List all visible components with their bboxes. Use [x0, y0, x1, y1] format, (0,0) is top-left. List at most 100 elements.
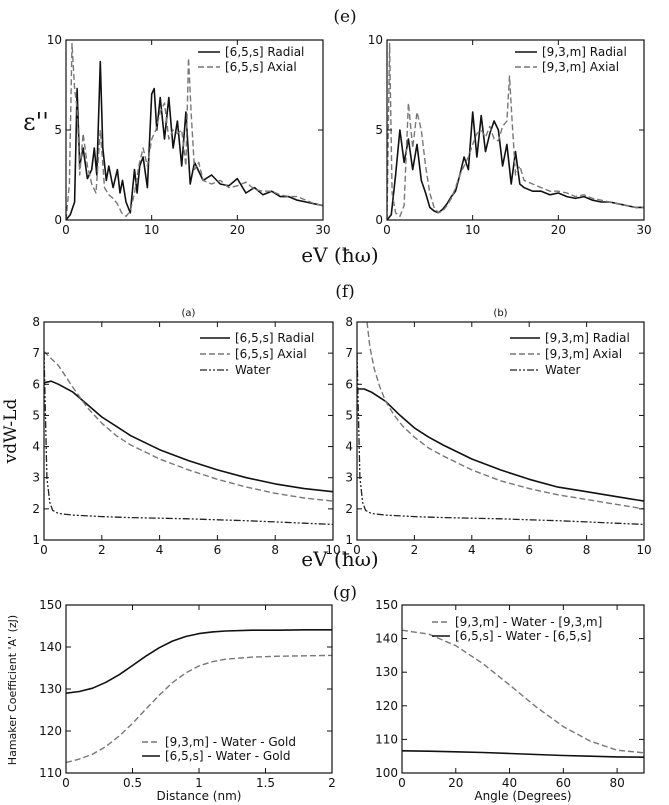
y-tick-label-f-right: 7 — [345, 346, 353, 360]
legend-label-e-left-0: [6,5,s] Radial — [225, 45, 304, 59]
legend-f-left: [6,5,s] Radial [6,5,s] Axial Water — [200, 331, 314, 377]
x-tick-label-g-left: 1 — [195, 776, 203, 790]
panel-label-f: (f) — [335, 282, 355, 302]
y-tick-label-f-right: 2 — [345, 502, 353, 516]
y-tick-label-f-right: 8 — [345, 315, 353, 329]
y-tick-label-e-left: 5 — [54, 123, 62, 137]
row-f-xlabel: eV (ħω) — [301, 547, 378, 571]
series-line-f-right-1 — [366, 322, 644, 510]
x-tick-label-g-left: 2 — [328, 776, 336, 790]
legend-label-e-right-0: [9,3,m] Radial — [542, 45, 627, 59]
x-tick-label-f-left: 10 — [325, 543, 340, 557]
y-tick-label-f-left: 8 — [32, 315, 40, 329]
chart-e-right: 0 10 20 30 0 5 10 [9,3,m] Radial[9,3,m] Axial — [368, 33, 652, 237]
axes-frame-f-right — [356, 321, 645, 541]
x-tick-label-g-right: 0 — [398, 776, 406, 790]
x-tick-label-e-left: 20 — [230, 223, 245, 237]
chart-g-left: 0 0.5 1 1.5 2 110 120 130 140 150 Hamaker Coeffici… — [6, 598, 336, 803]
series-line-f-right-2 — [357, 353, 644, 526]
x-tick-label-f-right: 6 — [525, 543, 533, 557]
x-tick-label-f-left: 6 — [214, 543, 222, 557]
x-axis-label-g-left: Distance (nm) — [157, 789, 242, 803]
x-tick-label-e-left: 0 — [62, 223, 70, 237]
x-tick-label-g-right: 60 — [556, 776, 571, 790]
legend-f-right: [9,3,m] Radial [9,3,m] Axial Water — [510, 331, 630, 377]
y-axis-label-f-left: vdW-Ld — [1, 399, 21, 465]
y-axis-label-e-left: ε'' — [23, 108, 49, 136]
series-line-g-left-0 — [66, 654, 332, 764]
x-tick-label-e-right: 10 — [465, 223, 480, 237]
y-tick-label-g-right: 120 — [375, 699, 398, 713]
x-tick-label-g-left: 0.5 — [123, 776, 142, 790]
legend-label-f-right-1: [9,3,m] Axial — [545, 347, 622, 361]
y-tick-label-f-left: 3 — [32, 471, 40, 485]
x-tick-label-f-left: 2 — [98, 543, 106, 557]
x-tick-label-g-left: 0 — [62, 776, 70, 790]
panel-label-g: (g) — [333, 583, 357, 603]
legend-label-e-right-1: [9,3,m] Axial — [542, 60, 619, 74]
series-line-f-left-1 — [44, 351, 333, 502]
axes-frame-f-left — [43, 321, 334, 541]
legend-e-right: [9,3,m] Radial[9,3,m] Axial — [515, 45, 627, 74]
y-tick-label-g-right: 150 — [375, 598, 398, 612]
legend-label-g-left-0: [9,3,m] - Water - Gold — [165, 735, 296, 749]
series-line-f-left-2 — [44, 353, 333, 526]
x-tick-label-g-right: 40 — [502, 776, 517, 790]
x-tick-label-g-right: 80 — [609, 776, 624, 790]
x-tick-label-e-left: 10 — [144, 223, 159, 237]
series-line-e-left-0 — [66, 60, 323, 220]
x-tick-label-g-left: 1.5 — [256, 776, 275, 790]
legend-e-left: [6,5,s] Radial[6,5,s] Axial — [198, 45, 304, 74]
y-tick-label-g-right: 110 — [375, 732, 398, 746]
x-tick-label-g-right: 20 — [448, 776, 463, 790]
x-tick-label-e-right: 20 — [551, 223, 566, 237]
x-tick-label-e-right: 30 — [636, 223, 651, 237]
x-tick-label-e-left: 30 — [315, 223, 330, 237]
y-tick-label-g-left: 140 — [39, 640, 62, 654]
y-tick-label-e-left: 0 — [54, 213, 62, 227]
y-tick-label-f-left: 1 — [32, 533, 40, 547]
y-tick-label-e-right: 0 — [375, 213, 383, 227]
legend-label-f-right-0: [9,3,m] Radial — [545, 331, 630, 345]
x-tick-label-f-right: 0 — [353, 543, 361, 557]
chart-e-left: 0 10 20 30 0 5 10 ε'' [6,5,s] Radial[6,5,s] Axia… — [23, 33, 330, 237]
y-tick-label-f-right: 6 — [345, 377, 353, 391]
y-tick-label-g-right: 130 — [375, 665, 398, 679]
y-tick-label-g-right: 140 — [375, 632, 398, 646]
series-line-e-right-1 — [387, 42, 644, 220]
series-line-f-left-0 — [44, 380, 333, 493]
x-tick-label-f-left: 0 — [40, 543, 48, 557]
x-tick-label-f-left: 4 — [156, 543, 164, 557]
y-tick-label-f-right: 3 — [345, 471, 353, 485]
y-tick-label-g-left: 120 — [39, 724, 62, 738]
axes-frame-g-right — [401, 604, 645, 774]
legend-label-e-left-1: [6,5,s] Axial — [225, 60, 297, 74]
legend-g-left: [9,3,m] - Water - Gold[6,5,s] - Water - … — [142, 735, 296, 763]
y-tick-label-f-left: 6 — [32, 377, 40, 391]
y-tick-label-g-left: 150 — [39, 598, 62, 612]
y-tick-label-f-right: 4 — [345, 440, 353, 454]
x-tick-label-e-right: 0 — [383, 223, 391, 237]
y-tick-label-f-right: 5 — [345, 408, 353, 422]
y-tick-label-g-left: 130 — [39, 682, 62, 696]
legend-label-g-left-1: [6,5,s] - Water - Gold — [165, 749, 291, 763]
y-tick-label-g-right: 100 — [375, 766, 398, 780]
y-tick-label-f-left: 4 — [32, 440, 40, 454]
panel-label-e: (e) — [333, 7, 356, 27]
series-line-g-left-1 — [66, 629, 332, 694]
y-axis-label-g-left: Hamaker Coefficient 'A' (zJ) — [6, 615, 19, 765]
y-tick-label-f-right: 1 — [345, 533, 353, 547]
x-tick-label-f-left: 8 — [271, 543, 279, 557]
chart-title-f-right: (b) — [493, 308, 507, 319]
legend-label-g-right-1: [6,5,s] - Water - [6,5,s] — [455, 629, 591, 643]
y-tick-label-g-left: 110 — [39, 766, 62, 780]
y-tick-label-f-left: 5 — [32, 408, 40, 422]
x-tick-label-f-right: 10 — [636, 543, 651, 557]
legend-label-g-right-0: [9,3,m] - Water - [9,3,m] — [455, 615, 602, 629]
legend-label-f-left-2: Water — [235, 363, 271, 377]
legend-label-f-left-0: [6,5,s] Radial — [235, 331, 314, 345]
